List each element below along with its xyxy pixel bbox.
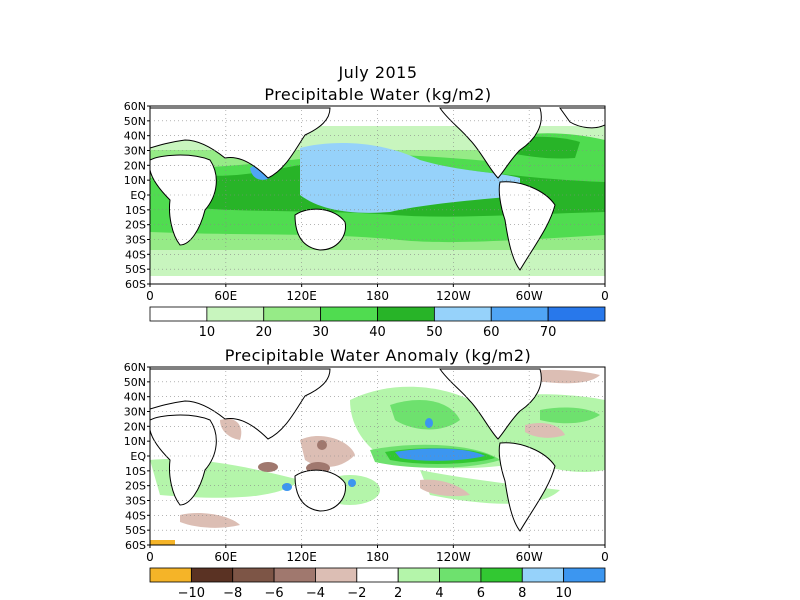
lat-label: 20N	[124, 159, 146, 172]
colorbar-swatch	[521, 567, 565, 583]
lat-label: 50S	[125, 263, 146, 276]
lat-label: 10N	[124, 174, 146, 187]
bottom-map-gridlines	[150, 367, 605, 545]
lon-label: 120W	[436, 550, 471, 564]
colorbar-label: 10	[555, 586, 572, 600]
lat-label: 50N	[124, 376, 146, 389]
colorbar-swatch	[190, 567, 234, 583]
lat-label: 40N	[124, 391, 146, 404]
lat-label: 30N	[124, 145, 146, 158]
colorbar-label: −4	[306, 586, 325, 600]
colorbar-swatch	[547, 306, 606, 322]
top-colorbar: 10 20 30 40 50 60 70	[149, 306, 606, 340]
colorbar-label: 50	[426, 325, 443, 340]
lat-label: 60S	[125, 278, 146, 291]
colorbar-swatch	[263, 306, 322, 322]
colorbar-label: −2	[347, 586, 366, 600]
colorbar-swatch	[232, 567, 275, 583]
lon-label: 60E	[214, 289, 237, 303]
colorbar-label: 60	[483, 325, 500, 340]
colorbar-swatch	[315, 567, 358, 583]
map-title: July 2015	[338, 63, 418, 82]
lat-label: 50N	[124, 115, 146, 128]
colorbar-label: 2	[394, 586, 402, 600]
colorbar-swatch	[433, 306, 492, 322]
colorbar-swatch	[206, 306, 265, 322]
bottom-lon-labels: 0 60E 120E 180 120W 60W 0	[146, 545, 609, 564]
colorbar-label: 10	[199, 325, 216, 340]
colorbar-swatch	[273, 567, 316, 583]
lon-label: 0	[601, 289, 609, 303]
lat-label: EQ	[130, 189, 146, 202]
lat-label: 20N	[124, 420, 146, 433]
colorbar-swatch	[377, 306, 435, 322]
lat-label: 30S	[125, 234, 146, 247]
lat-label: 10S	[125, 204, 146, 217]
colorbar-swatch	[490, 306, 549, 322]
bottom-map-title: Precipitable Water Anomaly (kg/m2)	[224, 346, 532, 365]
colorbar-swatch	[149, 567, 192, 583]
colorbar-label: −6	[265, 586, 284, 600]
colorbar-swatch	[480, 567, 523, 583]
lat-label: 20S	[125, 219, 146, 232]
colorbar-swatch	[397, 567, 440, 583]
bottom-colorbar: −10 −8 −6 −4 −2 2 4 6 8 10	[149, 567, 606, 600]
colorbar-label: −8	[223, 586, 242, 600]
lat-label: 60N	[124, 361, 146, 374]
colorbar-label: −10	[178, 586, 205, 600]
lat-label: 60S	[125, 539, 146, 552]
colorbar-swatch	[320, 306, 378, 322]
lon-label: 60E	[214, 550, 237, 564]
colorbar-swatch	[356, 567, 399, 583]
lon-label: 120W	[436, 289, 471, 303]
colorbar-label: 4	[435, 586, 443, 600]
colorbar-label: 20	[255, 325, 272, 340]
lon-label: 180	[366, 289, 389, 303]
lon-label: 120E	[286, 550, 317, 564]
lat-label: 40S	[125, 509, 146, 522]
lon-label: 60W	[516, 550, 543, 564]
lat-label: 20S	[125, 480, 146, 493]
lat-label: EQ	[130, 450, 146, 463]
lat-label: 40S	[125, 248, 146, 261]
colorbar-swatch	[149, 306, 208, 322]
lat-label: 30N	[124, 406, 146, 419]
lon-label: 0	[146, 550, 154, 564]
colorbar-swatch	[563, 567, 606, 583]
top-lon-labels: 0 60E 120E 180 120W 60W 0	[146, 284, 609, 303]
lat-label: 10N	[124, 435, 146, 448]
colorbar-label: 8	[518, 586, 526, 600]
colorbar-label: 30	[312, 325, 329, 340]
lat-label: 60N	[124, 100, 146, 113]
lon-label: 60W	[516, 289, 543, 303]
lat-label: 40N	[124, 130, 146, 143]
lon-label: 180	[366, 550, 389, 564]
lon-label: 0	[601, 550, 609, 564]
lon-label: 0	[146, 289, 154, 303]
colorbar-label: 6	[477, 586, 485, 600]
colorbar-label: 70	[540, 325, 557, 340]
top-map-title: Precipitable Water (kg/m2)	[264, 85, 492, 104]
lat-label: 30S	[125, 495, 146, 508]
lon-label: 120E	[286, 289, 317, 303]
lat-label: 10S	[125, 465, 146, 478]
colorbar-label: 40	[369, 325, 386, 340]
lat-label: 50S	[125, 524, 146, 537]
colorbar-swatch	[439, 567, 482, 583]
top-map-gridlines	[150, 106, 605, 284]
